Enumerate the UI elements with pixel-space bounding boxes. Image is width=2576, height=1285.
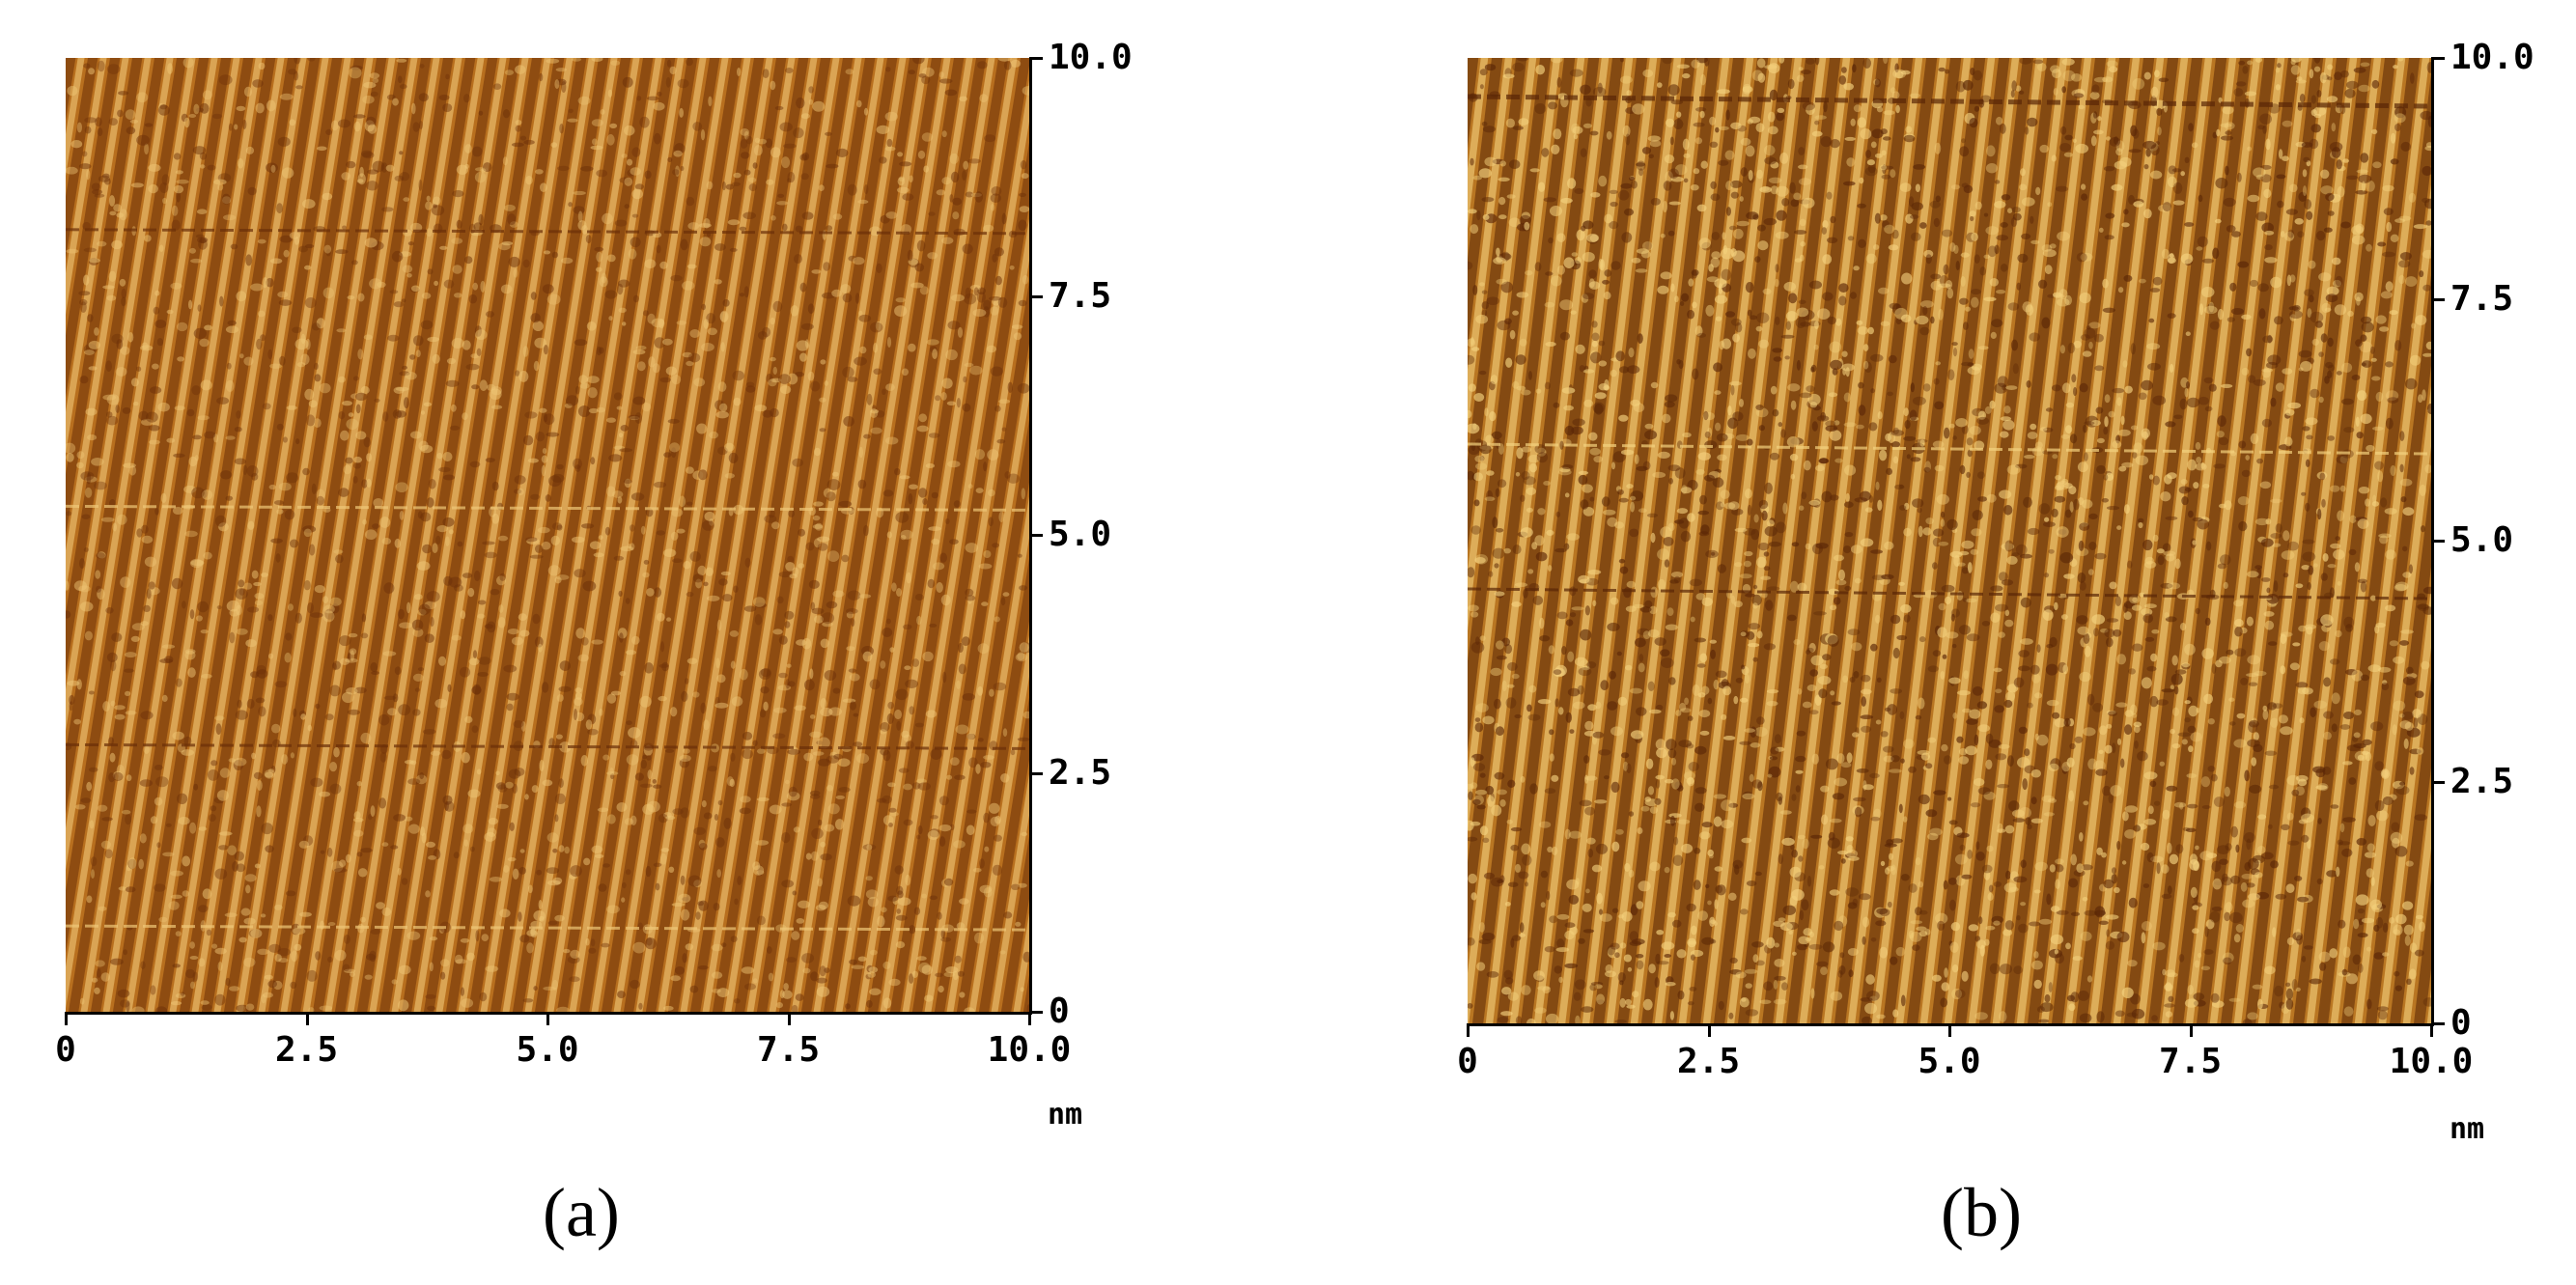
y-tick-label-a: 10.0 <box>1049 38 1133 77</box>
x-tick-label-a: 0 <box>55 1030 76 1070</box>
y-tick-label-a: 5.0 <box>1049 515 1112 554</box>
x-tick-label-a: 7.5 <box>756 1030 821 1070</box>
x-tick-label-b: 5.0 <box>1918 1042 1981 1081</box>
x-tick-a <box>65 1012 68 1025</box>
x-tick-b <box>2430 1023 2433 1037</box>
y-tick-label-a: 0 <box>1049 992 1070 1031</box>
x-tick-label-a: 10.0 <box>987 1030 1072 1070</box>
y-tick-a <box>1029 57 1043 60</box>
y-tick-b <box>2431 1022 2445 1025</box>
x-tick-label-a: 5.0 <box>516 1030 579 1070</box>
y-tick-label-b: 0 <box>2450 1003 2472 1043</box>
x-tick-b <box>1948 1023 1951 1037</box>
x-tick-label-b: 0 <box>1457 1042 1478 1081</box>
y-tick-a <box>1029 534 1043 537</box>
y-tick-b <box>2431 298 2445 301</box>
y-tick-label-b: 10.0 <box>2450 38 2534 77</box>
y-tick-label-b: 5.0 <box>2450 520 2514 560</box>
x-tick-a <box>787 1012 791 1025</box>
afm-texture-b <box>1468 58 2431 1023</box>
y-tick-a <box>1029 772 1043 775</box>
x-tick-b <box>1467 1023 1470 1037</box>
panel-caption-b: (b) <box>1941 1174 2022 1251</box>
afm-scan-image-a <box>66 58 1029 1012</box>
y-tick-b <box>2431 57 2445 60</box>
panel-caption-a: (a) <box>543 1174 620 1251</box>
y-tick-b <box>2431 540 2445 543</box>
x-tick-b <box>2189 1023 2193 1037</box>
afm-texture-a <box>66 58 1029 1012</box>
x-tick-a <box>1028 1012 1031 1025</box>
x-tick-a <box>546 1012 549 1025</box>
y-tick-a <box>1029 1011 1043 1014</box>
x-tick-b <box>1707 1023 1711 1037</box>
y-tick-label-a: 2.5 <box>1049 753 1112 793</box>
x-tick-label-b: 2.5 <box>1676 1042 1741 1081</box>
x-tick-a <box>305 1012 309 1025</box>
x-tick-label-a: 2.5 <box>274 1030 339 1070</box>
y-tick-a <box>1029 295 1043 298</box>
y-tick-label-b: 2.5 <box>2450 762 2514 801</box>
x-axis-unit-b: nm <box>2450 1112 2485 1146</box>
x-tick-label-b: 10.0 <box>2389 1042 2474 1081</box>
y-tick-label-b: 7.5 <box>2450 279 2514 319</box>
afm-scan-image-b <box>1468 58 2431 1023</box>
y-tick-b <box>2431 781 2445 784</box>
x-tick-label-b: 7.5 <box>2158 1042 2223 1081</box>
y-tick-label-a: 7.5 <box>1049 276 1112 316</box>
x-axis-unit-a: nm <box>1048 1098 1083 1131</box>
